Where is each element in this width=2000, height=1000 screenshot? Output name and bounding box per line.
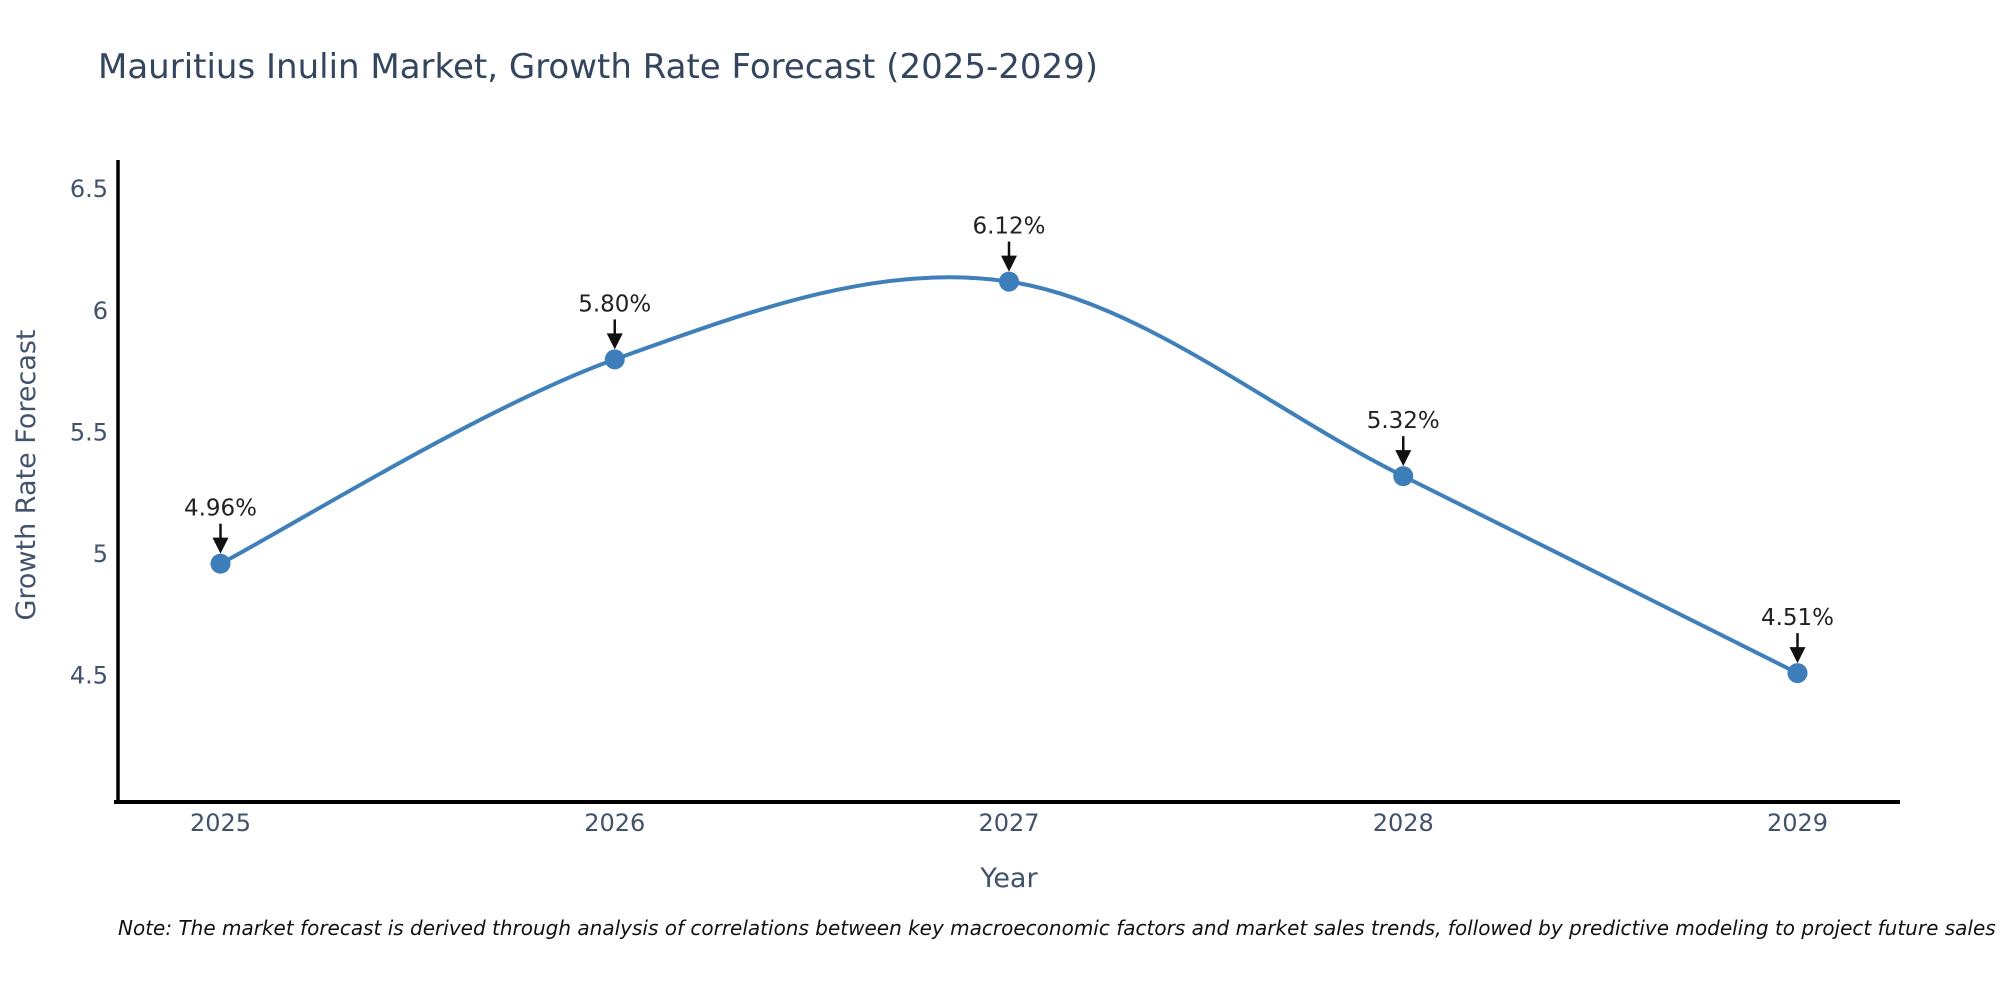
data-points: [210, 271, 1808, 684]
annotation-arrowhead: [1789, 647, 1806, 664]
point-annotation: 5.80%: [578, 291, 651, 350]
point-annotation: 4.96%: [184, 496, 257, 554]
x-tick-label: 2027: [978, 809, 1039, 837]
y-axis: 4.5 5 5.5 6 6.5 Growth Rate Forecast: [11, 160, 120, 804]
point-value-label: 6.12%: [972, 214, 1045, 240]
y-tick-label: 6.5: [70, 175, 108, 203]
x-axis: 2025 2026 2027 2028 2029 Year: [114, 800, 1900, 894]
y-axis-title: Growth Rate Forecast: [11, 329, 42, 620]
x-tick-label: 2028: [1373, 809, 1434, 837]
x-tick-label: 2026: [584, 809, 645, 837]
y-tick-label: 6: [93, 297, 108, 325]
point-annotations: 4.96% 5.80% 6.12% 5.32% 4.51%: [184, 214, 1834, 664]
x-tick-label: 2025: [190, 809, 251, 837]
chart-title: Mauritius Inulin Market, Growth Rate For…: [98, 47, 1098, 87]
y-tick-label: 4.5: [70, 662, 108, 690]
x-tick-labels: 2025 2026 2027 2028 2029: [190, 809, 1828, 837]
data-point-marker: [1393, 466, 1414, 487]
footnote: Note: The market forecast is derived thr…: [118, 916, 1996, 940]
point-annotation: 6.12%: [972, 214, 1046, 272]
data-point-marker: [210, 553, 231, 574]
annotation-arrowhead: [1001, 255, 1017, 272]
annotation-arrowhead: [1395, 450, 1412, 467]
data-point-marker: [1787, 663, 1808, 684]
y-tick-labels: 4.5 5 5.5 6 6.5: [70, 175, 108, 689]
point-value-label: 5.32%: [1367, 408, 1440, 434]
data-point-marker: [999, 271, 1019, 292]
x-tick-label: 2029: [1767, 809, 1828, 837]
point-value-label: 4.96%: [184, 496, 257, 522]
data-point-marker: [604, 349, 625, 370]
y-tick-label: 5.5: [70, 418, 108, 446]
point-value-label: 4.51%: [1761, 605, 1834, 631]
y-tick-label: 5: [93, 540, 108, 568]
annotation-arrowhead: [606, 333, 623, 350]
forecast-line: [218, 275, 1800, 676]
point-value-label: 5.80%: [578, 291, 651, 317]
point-annotation: 4.51%: [1761, 605, 1834, 664]
annotation-arrowhead: [212, 537, 229, 554]
x-axis-title: Year: [979, 863, 1038, 894]
point-annotation: 5.32%: [1367, 408, 1440, 467]
